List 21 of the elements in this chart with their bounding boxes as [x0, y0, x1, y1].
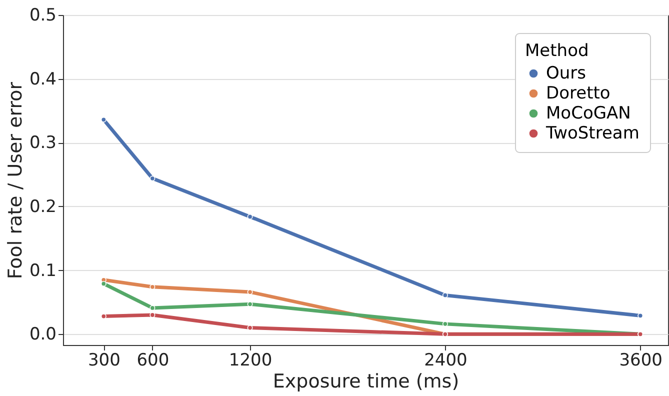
y-tick-label: 0.2: [29, 196, 56, 217]
point: [150, 176, 156, 182]
y-tick-label: 0.4: [29, 69, 56, 90]
x-tick-label: 300: [88, 350, 120, 370]
legend-label: Doretto: [546, 84, 610, 104]
legend-label: MoCoGAN: [546, 104, 631, 124]
x-tick-label: 1200: [228, 350, 272, 370]
legend-label: TwoStream: [545, 124, 640, 144]
x-axis-title: Exposure time (ms): [272, 370, 460, 392]
y-tick-label: 0.5: [29, 6, 56, 26]
x-tick-label: 2400: [424, 350, 468, 370]
legend-label: Ours: [546, 64, 586, 84]
x-tick-label: 3600: [619, 350, 662, 370]
y-tick-label: 0.1: [29, 260, 56, 281]
legend-title: Method: [525, 41, 589, 61]
y-tick-label: 0.0: [29, 324, 56, 345]
point: [442, 292, 448, 298]
y-axis-title: Fool rate / User error: [4, 82, 26, 280]
point: [247, 214, 253, 220]
x-tick-label: 600: [136, 350, 170, 370]
y-tick-label: 0.3: [29, 133, 56, 154]
